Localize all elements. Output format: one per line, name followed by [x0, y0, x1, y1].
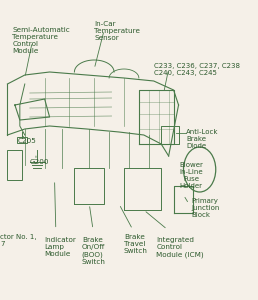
Text: Blower
In-Line
Fuse
Holder: Blower In-Line Fuse Holder — [179, 162, 203, 189]
Text: In-Car
Temperature
Sensor: In-Car Temperature Sensor — [94, 21, 140, 41]
Bar — [7, 150, 22, 180]
Text: ctor No. 1,
7: ctor No. 1, 7 — [0, 234, 37, 247]
Text: Brake
On/Off
(BOO)
Switch: Brake On/Off (BOO) Switch — [82, 237, 106, 265]
Text: Indicator
Lamp
Module: Indicator Lamp Module — [45, 237, 77, 257]
Text: C233, C236, C237, C238
C240, C243, C245: C233, C236, C237, C238 C240, C243, C245 — [154, 63, 240, 76]
Text: Anti-Lock
Brake
Diode: Anti-Lock Brake Diode — [186, 129, 219, 149]
Text: G200: G200 — [30, 159, 49, 165]
Text: Integrated
Control
Module (ICM): Integrated Control Module (ICM) — [156, 237, 204, 257]
Text: Semi-Automatic
Temperature
Control
Module: Semi-Automatic Temperature Control Modul… — [12, 27, 70, 54]
Bar — [17, 136, 27, 142]
Text: Brake
Travel
Switch: Brake Travel Switch — [124, 234, 148, 254]
Text: Primary
Junction
Block: Primary Junction Block — [191, 198, 219, 218]
Text: C205: C205 — [17, 138, 36, 144]
